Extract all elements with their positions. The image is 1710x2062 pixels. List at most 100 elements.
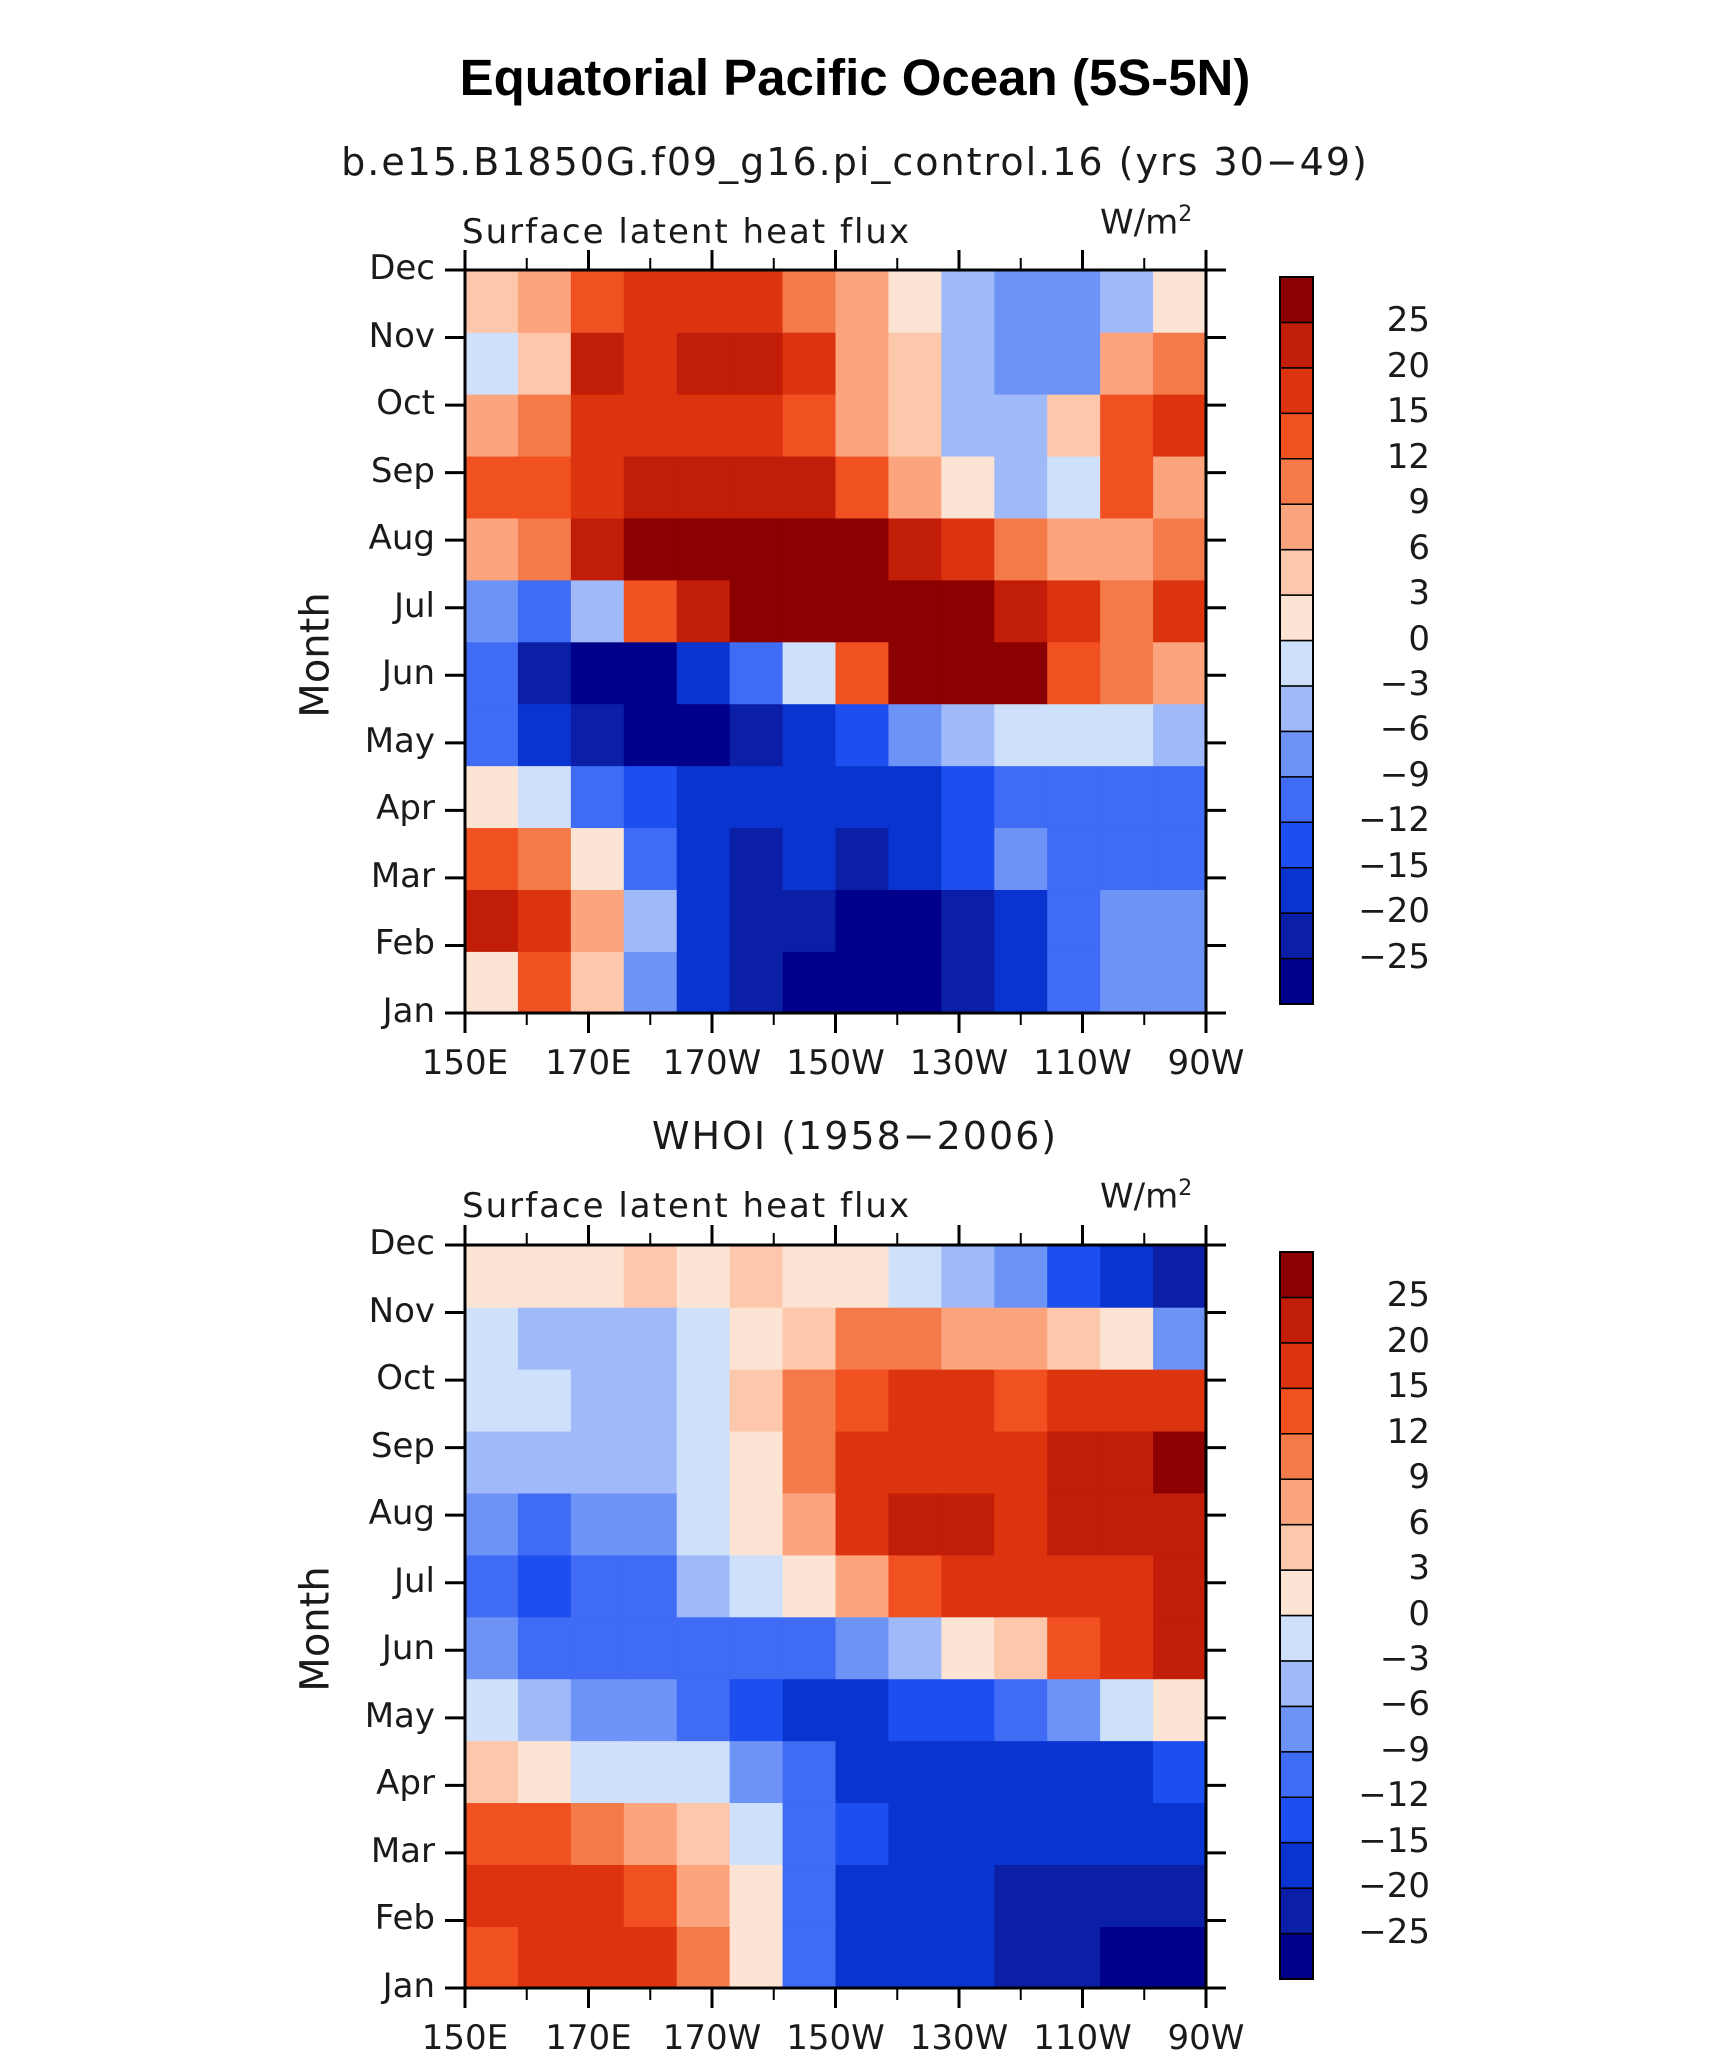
- panel1-cell: [676, 331, 731, 395]
- panel2-lon-label: 110W: [1033, 2018, 1132, 2058]
- panel1-cell: [676, 393, 731, 457]
- panel1-cell: [941, 579, 996, 643]
- panel1-cell: [888, 703, 943, 767]
- panel1-cell: [465, 827, 519, 890]
- panel1-cell: [729, 455, 784, 519]
- panel2-lon-label: 150W: [786, 2018, 885, 2058]
- panel1-colorbar-label: −3: [1379, 663, 1430, 704]
- panel2-colorbar: [1279, 1251, 1314, 1980]
- panel1-heatmap: [445, 250, 1226, 1033]
- panel2-cell: [517, 1740, 572, 1804]
- panel2-cell: [570, 1492, 625, 1556]
- panel1-cell: [782, 703, 837, 767]
- panel2-cell: [994, 1678, 1049, 1742]
- panel1-cell: [782, 270, 837, 333]
- panel1-cell: [835, 641, 890, 705]
- panel2-cell: [888, 1740, 943, 1804]
- panel1-cell: [782, 827, 837, 890]
- panel1-month-label: Apr: [376, 788, 435, 829]
- panel2-units-base: W/m: [1100, 1176, 1179, 1217]
- panel2-colorbar-box: [1279, 1387, 1314, 1435]
- panel1-cell: [465, 455, 519, 519]
- panel1-colorbar-label: −25: [1358, 936, 1430, 977]
- panel2-cell: [1047, 1492, 1101, 1556]
- panel1-cell: [517, 765, 572, 829]
- panel1-cell: [994, 641, 1049, 705]
- panel1-cell: [835, 889, 890, 952]
- panel1-cell: [1100, 455, 1154, 519]
- panel2-cell: [888, 1864, 943, 1927]
- panel2-cell: [1047, 1554, 1101, 1618]
- panel2-cell: [782, 1926, 837, 1989]
- panel1-cell: [835, 517, 890, 581]
- panel2-cell: [570, 1802, 625, 1865]
- panel2-month-label: Sep: [370, 1425, 435, 1466]
- panel1-cell: [835, 703, 890, 767]
- panel2-cell: [517, 1430, 572, 1494]
- panel1-cell: [729, 579, 784, 643]
- panel2-colorbar-label: 25: [1386, 1275, 1430, 1316]
- panel1-cell: [835, 455, 890, 519]
- panel1-cell: [1047, 641, 1101, 705]
- panel2-cell: [994, 1864, 1049, 1927]
- panel2-colorbar-label: −15: [1358, 1820, 1430, 1861]
- panel2-colorbar-box: [1279, 1523, 1314, 1571]
- panel1-cell: [570, 270, 625, 333]
- panel1-cell: [1100, 827, 1154, 890]
- panel1-lon-label: 170W: [662, 1043, 762, 1083]
- panel1-colorbar-box: [1279, 685, 1314, 733]
- panel2-cell: [782, 1306, 837, 1370]
- panel2-cell: [1047, 1926, 1101, 1989]
- panel1-cell: [888, 827, 943, 890]
- panel1-cell: [1153, 270, 1207, 333]
- panel2-cell: [835, 1245, 890, 1308]
- panel2-cell: [835, 1678, 890, 1742]
- panel2-cell: [782, 1802, 837, 1865]
- panel1-cell: [941, 393, 996, 457]
- panel1-cell: [623, 827, 678, 890]
- panel1-cell: [465, 641, 519, 705]
- panel1-cell: [517, 889, 572, 952]
- panel1-colorbar-label: 9: [1408, 482, 1430, 523]
- panel2-colorbar-box: [1279, 1342, 1314, 1390]
- panel2-colorbar-box: [1279, 1296, 1314, 1344]
- panel1-month-label: Oct: [376, 383, 435, 424]
- panel1-colorbar-label: 15: [1386, 391, 1430, 432]
- panel2-cell: [623, 1926, 678, 1989]
- panel2-cell: [1153, 1306, 1207, 1370]
- panel2-cell: [729, 1926, 784, 1989]
- panel1-colorbar-label: 25: [1386, 300, 1430, 341]
- panel2-cell: [1153, 1430, 1207, 1494]
- panel1-cell: [941, 331, 996, 395]
- panel2-colorbar-box: [1279, 1251, 1314, 1299]
- panel2-cell: [676, 1554, 731, 1618]
- panel2-cell: [941, 1430, 996, 1494]
- panel1-lon-label: 110W: [1033, 1043, 1132, 1083]
- panel2-cell: [517, 1368, 572, 1432]
- panel2-cell: [994, 1554, 1049, 1618]
- panel2-colorbar-box: [1279, 1841, 1314, 1889]
- panel1-colorbar-box: [1279, 276, 1314, 324]
- panel1-cell: [1100, 579, 1154, 643]
- panel1-cell: [570, 765, 625, 829]
- panel1-cell: [1100, 270, 1154, 333]
- panel2-cell: [1100, 1926, 1154, 1989]
- panel1-units-exp: 2: [1178, 202, 1193, 227]
- panel1-cell: [676, 765, 731, 829]
- panel1-colorbar-label: −20: [1358, 891, 1430, 932]
- panel1-cell: [888, 331, 943, 395]
- panel2-cell: [994, 1368, 1049, 1432]
- panel2-cell: [570, 1926, 625, 1989]
- panel1-cell: [623, 331, 678, 395]
- panel2-heatmap: [445, 1225, 1226, 2008]
- panel1-cell: [623, 889, 678, 952]
- panel2-cell: [1153, 1678, 1207, 1742]
- panel1-cell: [1100, 765, 1154, 829]
- panel1-lon-label: 130W: [909, 1043, 1009, 1083]
- panel1-cell: [994, 270, 1049, 333]
- panel2-colorbar-box: [1279, 1705, 1314, 1753]
- panel2-cell: [729, 1802, 784, 1865]
- panel1-variable-label: Surface latent heat flux: [462, 212, 912, 252]
- panel1-colorbar-box: [1279, 458, 1314, 505]
